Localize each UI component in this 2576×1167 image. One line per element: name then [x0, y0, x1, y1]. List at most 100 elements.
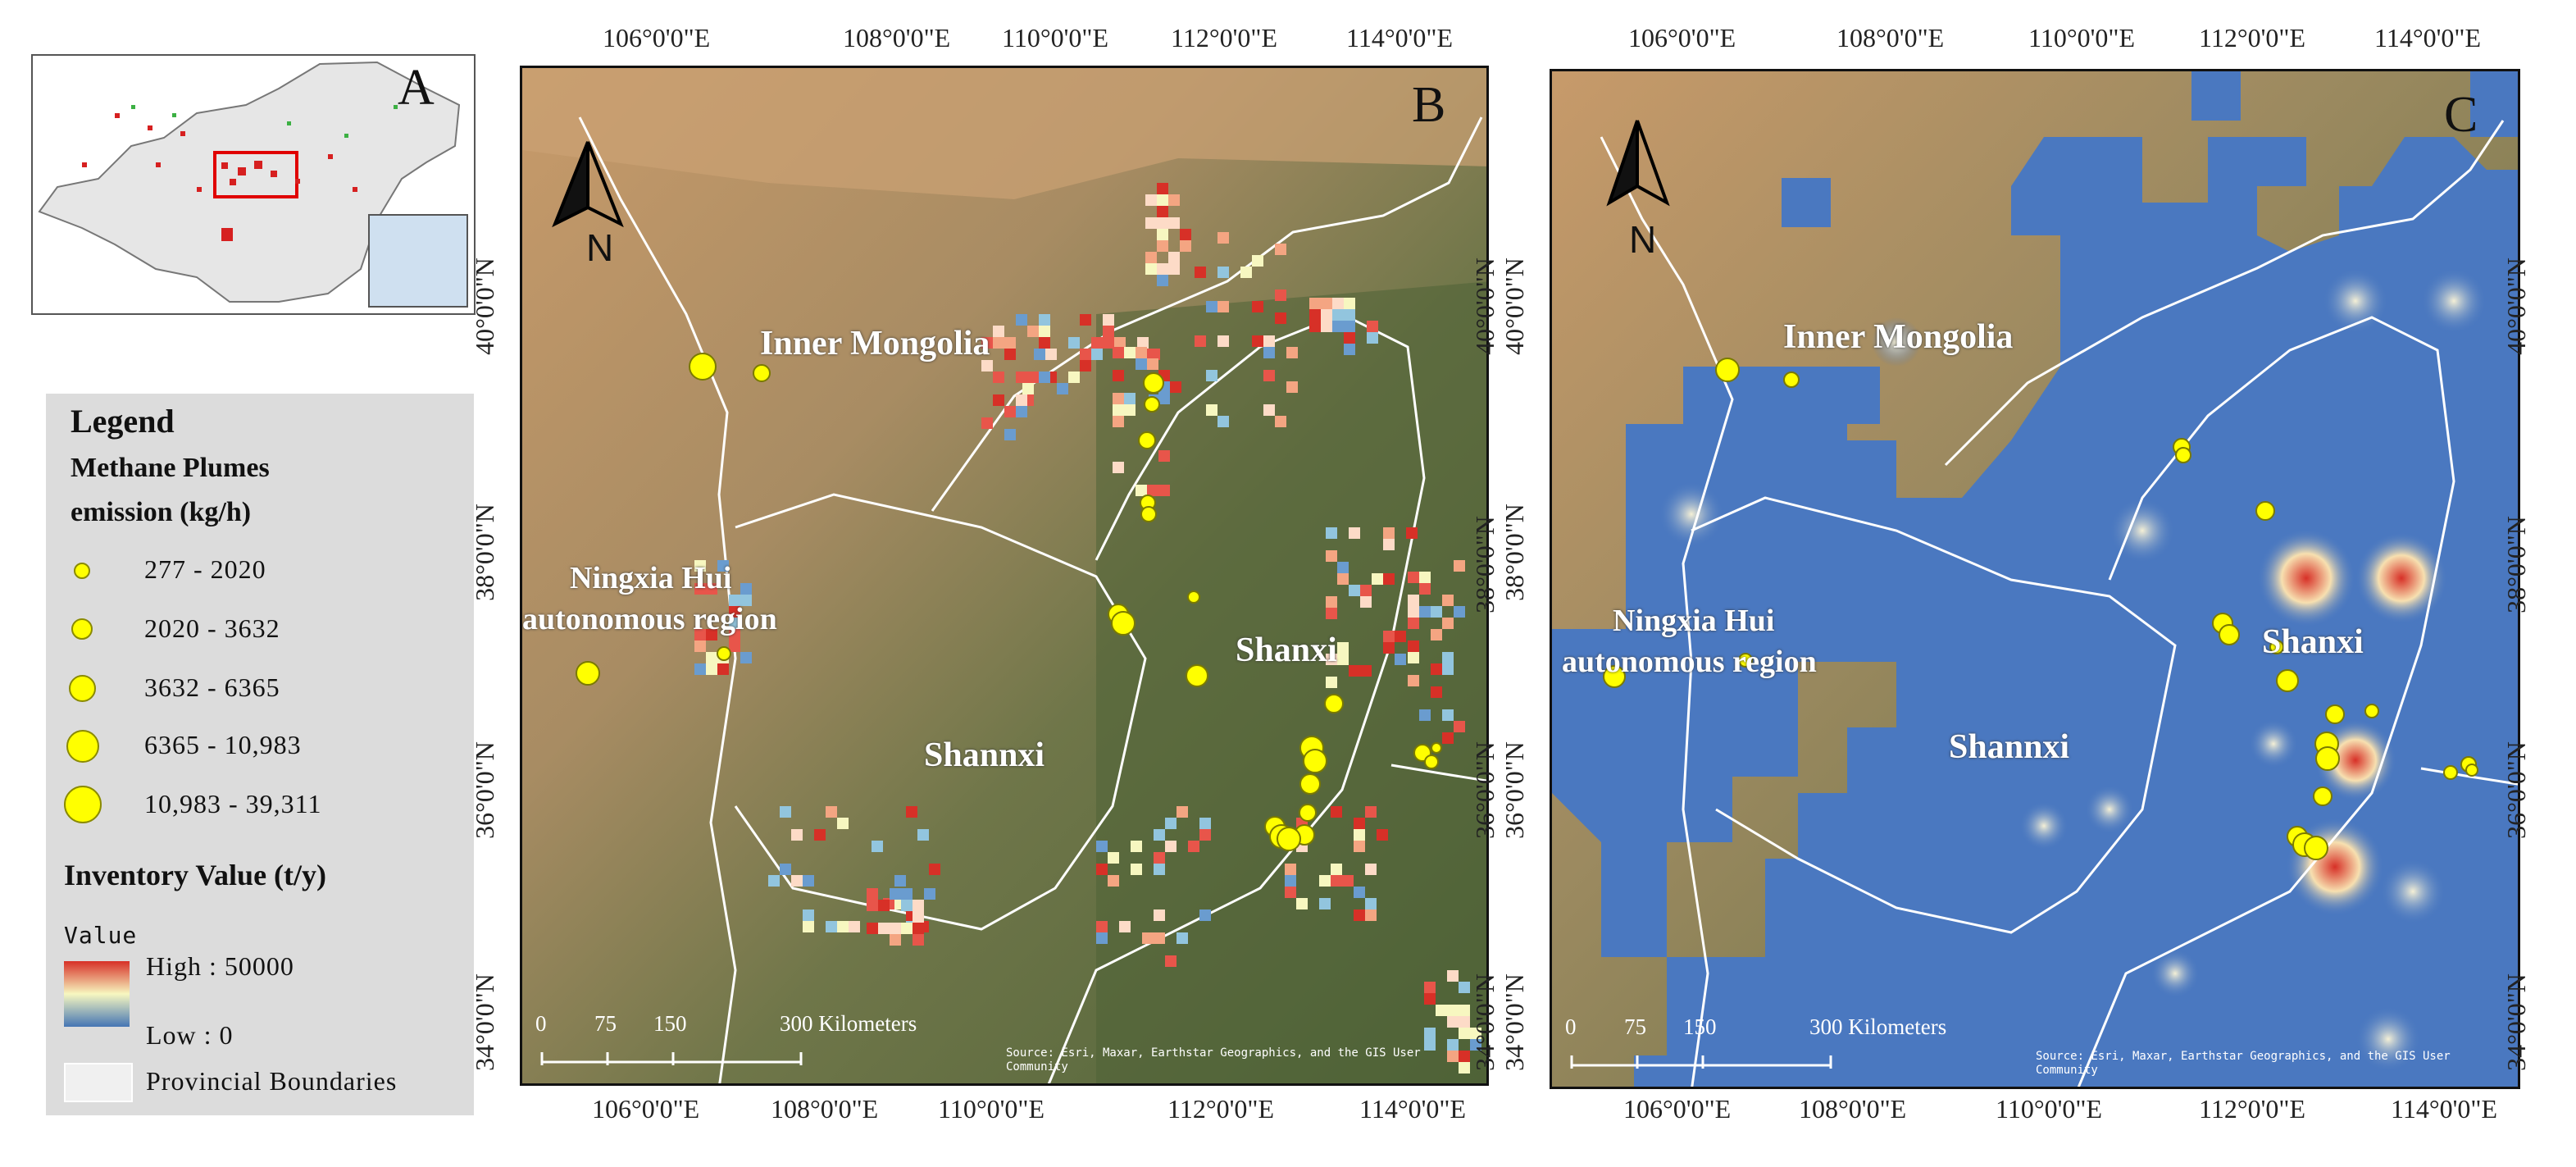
inventory-cell	[1157, 206, 1168, 217]
inventory-cell	[1309, 298, 1321, 309]
inventory-cell	[1395, 631, 1406, 642]
inventory-cell	[1286, 347, 1298, 358]
inventory-cell	[1045, 349, 1057, 360]
inventory-cell	[1158, 450, 1170, 462]
source-credit-b-2: Community	[1006, 1060, 1068, 1074]
inventory-cell	[1326, 608, 1337, 619]
c-top-x-tick-3: 110°0'0"E	[2028, 23, 2135, 52]
inventory-cell	[901, 900, 913, 911]
inventory-cell	[981, 417, 993, 429]
inventory-cell	[1157, 275, 1168, 286]
inventory-cell	[1424, 1039, 1436, 1051]
inventory-cell	[1096, 864, 1108, 875]
inventory-cell	[1331, 875, 1342, 887]
inventory-cell	[1113, 404, 1124, 416]
c-top-x-tick-1: 106°0'0"E	[1628, 23, 1736, 52]
inventory-cell	[803, 909, 814, 921]
inventory-cell	[1157, 240, 1168, 252]
inventory-cell	[1431, 629, 1442, 640]
inventory-cell	[1377, 829, 1388, 841]
inventory-cell	[867, 888, 878, 900]
b-bottom-x-tick-1: 106°0'0"E	[592, 1094, 700, 1124]
inventory-cell	[791, 875, 803, 887]
inventory-cell	[1365, 864, 1377, 875]
inventory-cell	[1027, 372, 1039, 383]
b-bottom-x-tick-2: 108°0'0"E	[771, 1094, 879, 1124]
label-ningxia-b-1: Ningxia Hui	[570, 561, 732, 595]
inventory-cell	[1383, 642, 1395, 654]
plume-class-5: 10,983 - 39,311	[144, 789, 322, 818]
inventory-cell	[1168, 263, 1180, 275]
inventory-cell	[1016, 406, 1027, 417]
inventory-cell	[1419, 709, 1431, 721]
c-bottom-x-tick-2: 108°0'0"E	[1799, 1094, 1907, 1124]
inventory-cell	[1103, 314, 1114, 326]
c-methane-plume-marker	[2465, 764, 2478, 777]
inventory-cell	[1365, 909, 1377, 921]
inventory-cell	[1004, 429, 1016, 440]
inventory-cell	[906, 806, 917, 818]
inventory-cell	[1383, 573, 1395, 585]
c-left-y-tick-2: 38°0'0"N	[1499, 504, 1529, 601]
inventory-cell	[1454, 606, 1465, 618]
boundary-label: Provincial Boundaries	[146, 1066, 398, 1096]
inventory-cell	[1039, 372, 1050, 383]
inventory-cell	[1027, 326, 1039, 337]
inventory-cell	[1157, 183, 1168, 194]
c-methane-plume-marker	[2325, 704, 2345, 724]
boundary-swatch	[64, 1063, 133, 1102]
inventory-cell	[1022, 383, 1034, 394]
inventory-cell	[1354, 841, 1365, 852]
inventory-cell	[1332, 298, 1344, 309]
north-label-c: N	[1629, 218, 1657, 261]
inventory-cell	[1168, 217, 1180, 229]
inventory-cell	[1131, 841, 1142, 852]
inventory-cell	[1419, 583, 1431, 595]
legend-box: Legend Methane Plumes emission (kg/h) 27…	[46, 394, 474, 1115]
scale-75-c: 75	[1624, 1014, 1646, 1039]
inventory-cell	[1080, 360, 1091, 372]
source-credit-c-1: Source: Esri, Maxar, Earthstar Geographi…	[2036, 1050, 2451, 1063]
label-shannxi-b: Shannxi	[924, 736, 1045, 774]
inventory-cell	[826, 921, 837, 932]
inventory-cell	[803, 875, 814, 887]
inventory-cell	[1349, 585, 1360, 596]
inventory-cell	[1091, 349, 1103, 360]
b-methane-plume-marker	[753, 364, 771, 382]
scale-75-b: 75	[594, 1011, 617, 1036]
inventory-cell	[1326, 654, 1337, 665]
inventory-cell	[729, 606, 740, 618]
inventory-cell	[1217, 267, 1229, 278]
inventory-cell	[1108, 875, 1119, 887]
scale-0-b: 0	[535, 1011, 547, 1036]
inventory-cell	[1408, 595, 1419, 606]
b-methane-plume-marker	[1299, 773, 1321, 795]
inventory-cell	[1395, 654, 1406, 665]
inventory-cell	[1342, 875, 1354, 887]
inventory-cell	[1424, 993, 1436, 1005]
b-left-y-tick-3: 36°0'0"N	[469, 741, 499, 839]
map-c-svg	[1552, 71, 2518, 1087]
c-left-y-tick-1: 40°0'0"N	[1499, 258, 1529, 355]
inventory-cell	[1424, 1028, 1436, 1039]
inventory-cell	[1165, 955, 1176, 967]
inventory-cell	[1354, 887, 1365, 898]
scale-150-b: 150	[653, 1011, 687, 1036]
inventory-cell	[1275, 289, 1286, 301]
scale-300-b: 300 Kilometers	[780, 1011, 917, 1036]
inventory-cell	[1454, 721, 1465, 732]
b-methane-plume-marker	[1424, 754, 1439, 769]
inventory-cell	[1408, 572, 1419, 583]
inventory-cell	[1119, 921, 1131, 932]
inventory-cell	[694, 640, 706, 652]
north-arrow-b	[552, 141, 624, 228]
inventory-cell	[1447, 1005, 1459, 1016]
inventory-cell	[740, 652, 752, 663]
inventory-cell	[1419, 606, 1431, 618]
label-shanxi-b: Shanxi	[1236, 631, 1337, 669]
inventory-cell	[1158, 393, 1170, 404]
inventory-cell	[780, 806, 791, 818]
inventory-cell	[706, 652, 717, 663]
b-top-x-tick-1: 106°0'0"E	[603, 23, 711, 52]
inventory-cell	[1004, 406, 1016, 417]
